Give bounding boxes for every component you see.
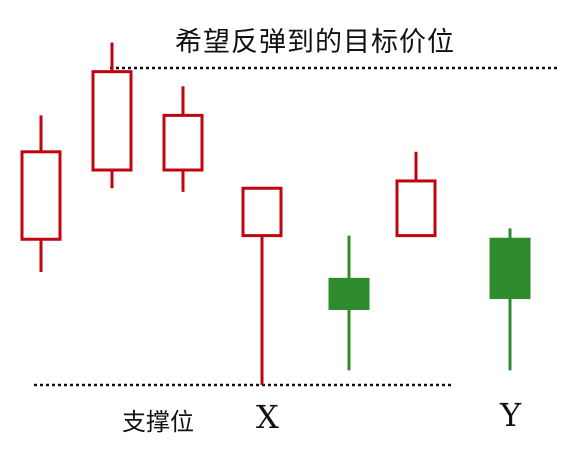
support-level-label: 支撑位 bbox=[122, 408, 194, 436]
candle-4-body bbox=[241, 186, 283, 238]
candle-1-body bbox=[20, 150, 62, 241]
x-marker-label: X bbox=[256, 398, 279, 436]
candles-group bbox=[20, 42, 531, 385]
candle-5-body bbox=[328, 277, 370, 310]
candle-7-body bbox=[489, 237, 531, 300]
candle-3-body bbox=[162, 113, 204, 172]
candle-2-body bbox=[91, 70, 133, 172]
target-price-label: 希望反弹到的目标价位 bbox=[175, 27, 455, 58]
candle-6-body bbox=[395, 179, 437, 238]
y-marker-label: Y bbox=[500, 396, 522, 434]
